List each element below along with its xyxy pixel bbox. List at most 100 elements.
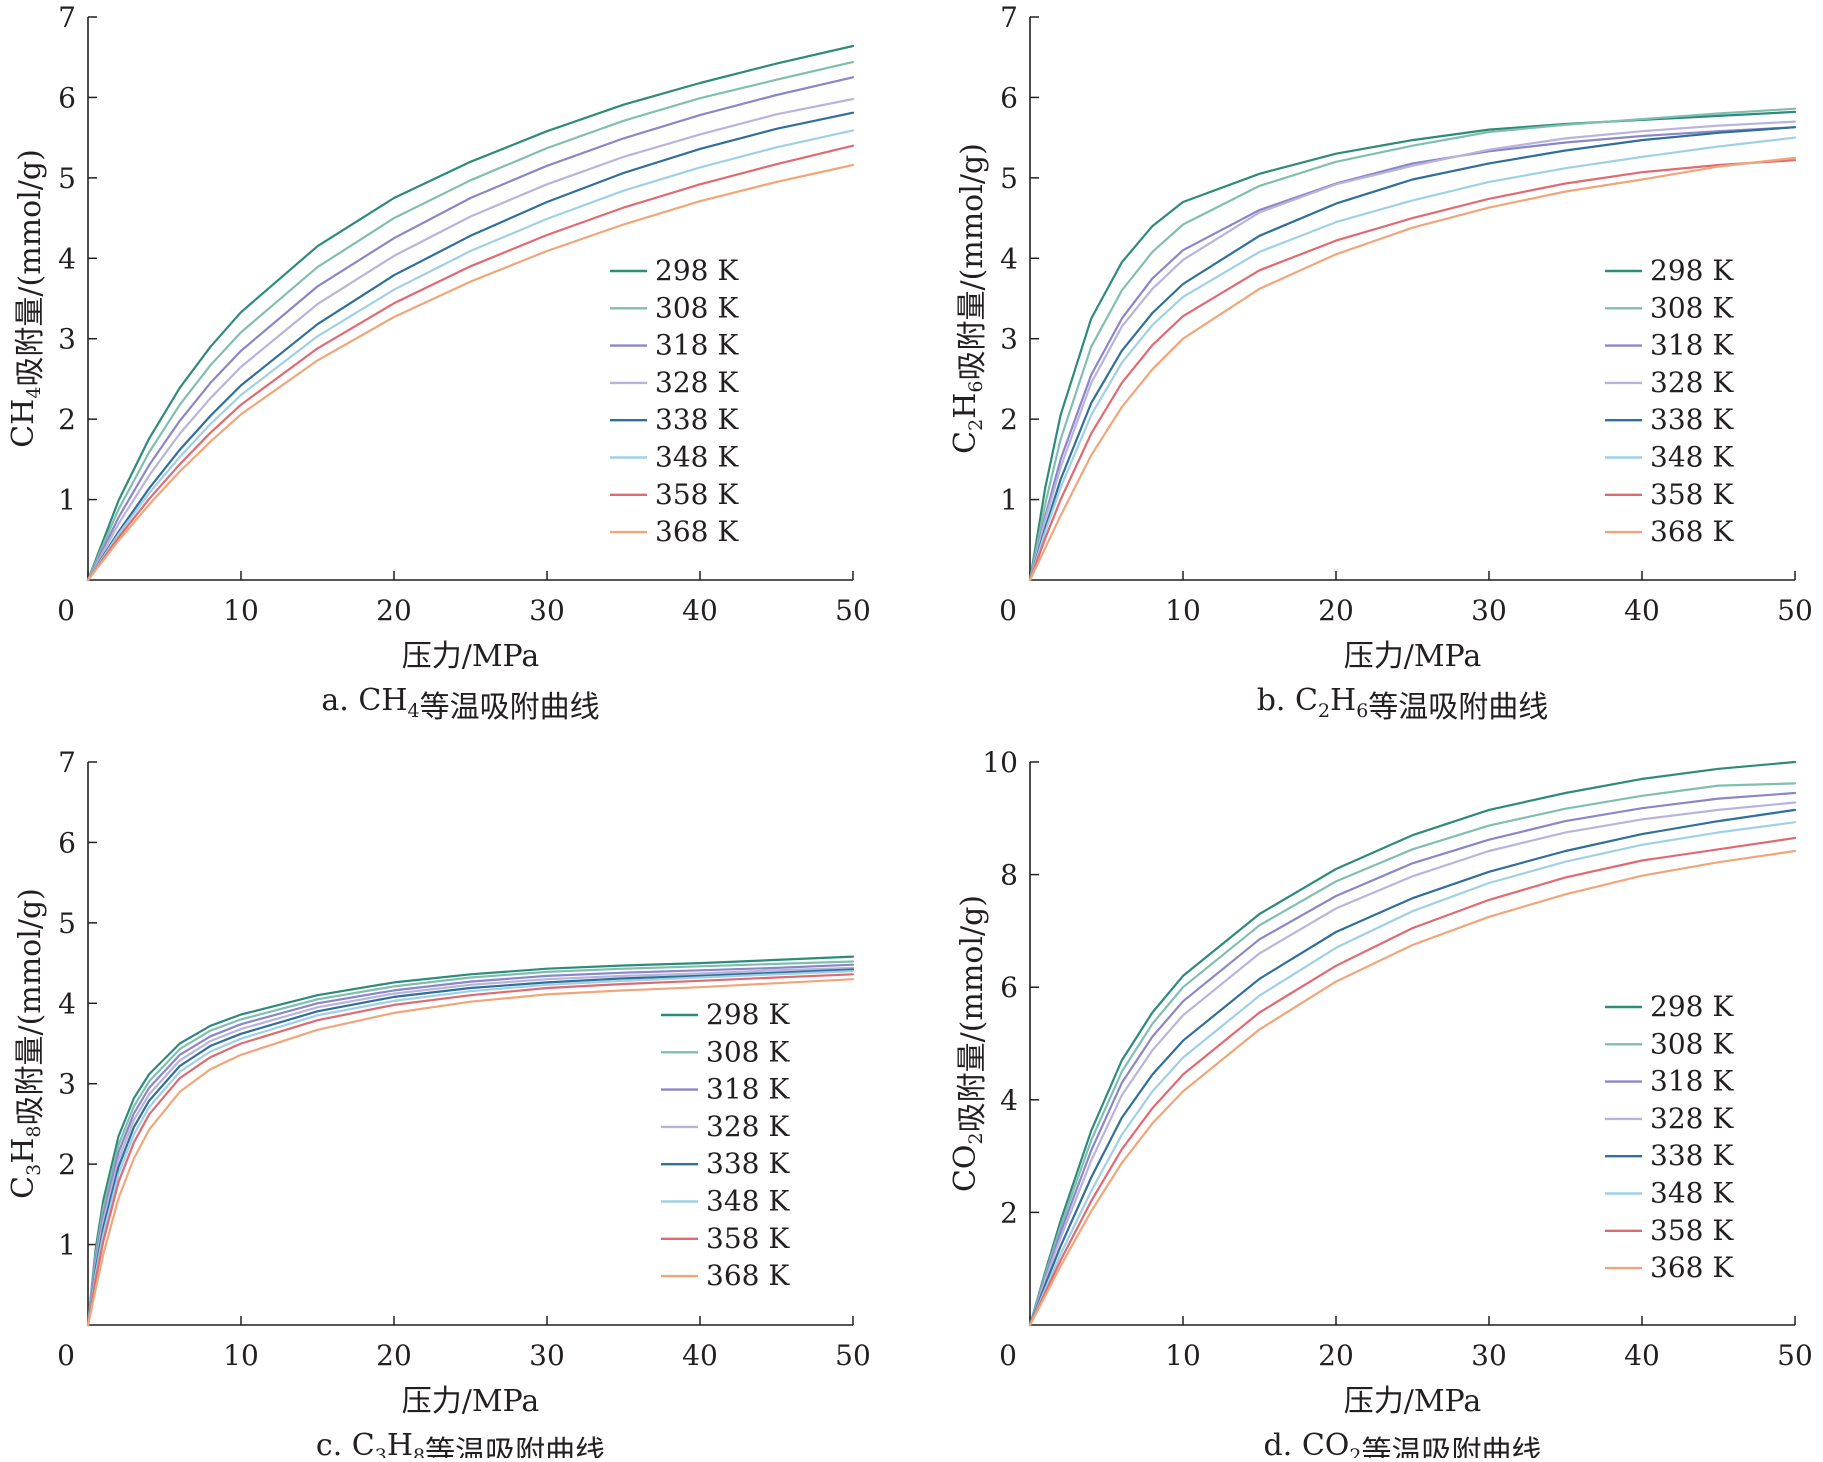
- series-line-338k: [86, 111, 855, 582]
- formula-subscript: 4: [408, 700, 420, 722]
- caption-prefix: c.: [316, 1428, 352, 1458]
- legend-label: 298 K: [1650, 254, 1734, 287]
- panel-caption: b. C2H6等温吸附曲线: [1257, 683, 1549, 725]
- series-line-338k: [1028, 126, 1797, 582]
- series-line-348k: [86, 129, 855, 582]
- y-tick-label: 3: [1000, 323, 1018, 356]
- y-tick-label: 4: [1000, 1084, 1018, 1117]
- formula-subscript: 8: [413, 1445, 425, 1458]
- series-line-358k: [1028, 836, 1797, 1327]
- x-tick-label: 50: [1777, 1339, 1813, 1372]
- legend: 298 K 308 K 318 K 328 K 338 K 348 K 358 K 368 K: [661, 998, 790, 1292]
- legend-label: 348 K: [655, 441, 739, 474]
- legend-label: 338 K: [1650, 1139, 1734, 1172]
- legend-label: 358 K: [1650, 1214, 1734, 1247]
- y-tick-label: 3: [58, 1068, 76, 1101]
- formula-symbol: CH: [358, 683, 407, 718]
- panel-caption: a. CH4等温吸附曲线: [321, 683, 599, 725]
- caption-text: 等温吸附曲线: [1368, 690, 1548, 725]
- x-tick-label: 30: [529, 1339, 565, 1372]
- legend-label: 308 K: [655, 291, 739, 324]
- formula-subscript: 4: [23, 387, 45, 399]
- y-axis-title: CO2吸附量/(mmol/g): [948, 895, 990, 1192]
- legend-label: 298 K: [1650, 990, 1734, 1023]
- x-tick-label: 20: [376, 1339, 412, 1372]
- y-axis-title: C3H8吸附量/(mmol/g): [6, 888, 48, 1199]
- legend-label: 368 K: [1650, 1251, 1734, 1284]
- series-line-328k: [1028, 120, 1797, 582]
- series-line-318k: [86, 963, 855, 1327]
- x-axis-title: 压力/MPa: [402, 1384, 540, 1419]
- x-tick-label: 10: [1165, 1339, 1201, 1372]
- chart-panel-d: 0 10 20 30 40 50 2 4 6 8 10 298 K 308 K 318 K 328 K 338…: [948, 746, 1813, 1462]
- caption-prefix: a.: [321, 683, 358, 718]
- legend-label: 308 K: [1650, 1027, 1734, 1060]
- legend-label: 298 K: [706, 998, 790, 1031]
- series-line-368k: [1028, 156, 1797, 582]
- y-tick-label: 5: [1000, 162, 1018, 195]
- series-line-348k: [1028, 136, 1797, 582]
- legend-label: 338 K: [1650, 403, 1734, 436]
- x-tick-label: 0: [999, 1339, 1017, 1372]
- legend-label: 338 K: [706, 1147, 790, 1180]
- x-tick-label: 20: [1318, 594, 1354, 627]
- legend-label: 328 K: [1650, 1102, 1734, 1135]
- series-line-318k: [1028, 126, 1797, 582]
- y-tick-label: 2: [58, 1148, 76, 1181]
- legend: 298 K 308 K 318 K 328 K 338 K 348 K 358 K 368 K: [1605, 990, 1734, 1284]
- series-line-368k: [86, 978, 855, 1327]
- series-line-308k: [1028, 107, 1797, 582]
- caption-text: 等温吸附曲线: [1361, 1435, 1541, 1458]
- formula-symbol: H: [387, 1428, 413, 1458]
- series-line-318k: [86, 76, 855, 582]
- legend-label: 368 K: [655, 515, 739, 548]
- formula-symbol: CH: [6, 399, 41, 448]
- legend-label: 318 K: [1650, 1065, 1734, 1098]
- series-line-328k: [1028, 801, 1797, 1327]
- x-axis-title: 压力/MPa: [1344, 1384, 1482, 1419]
- series-line-328k: [86, 966, 855, 1327]
- chart-panel-a: 0 10 20 30 40 50 1 2 3 4 5 6 7 298 K 308 K 318 K 328 K 33…: [6, 1, 871, 725]
- formula-subscript: 2: [965, 419, 987, 431]
- y-tick-label: 6: [1000, 81, 1018, 114]
- y-tick-label: 1: [58, 1229, 76, 1262]
- x-tick-label: 40: [1624, 1339, 1660, 1372]
- legend: 298 K 308 K 318 K 328 K 338 K 348 K 358 K 368 K: [1605, 254, 1734, 548]
- x-axis-title: 压力/MPa: [402, 639, 540, 674]
- series-line-308k: [1028, 782, 1797, 1327]
- y-axis-title-text: 吸附量/(mmol/g): [13, 888, 48, 1125]
- x-tick-label: 50: [1777, 594, 1813, 627]
- y-tick-label: 7: [1000, 1, 1018, 34]
- legend-label: 318 K: [706, 1073, 790, 1106]
- chart-panel-b: 0 10 20 30 40 50 1 2 3 4 5 6 7 298 K 308 K 318 K 328 K 33…: [948, 1, 1813, 725]
- x-tick-label: 30: [529, 594, 565, 627]
- legend-label: 328 K: [1650, 366, 1734, 399]
- series-line-298k: [86, 955, 855, 1327]
- legend-label: 308 K: [1650, 291, 1734, 324]
- x-tick-label: 40: [682, 594, 718, 627]
- formula-symbol: C: [6, 1176, 41, 1199]
- y-tick-label: 8: [1000, 859, 1018, 892]
- y-tick-label: 4: [58, 242, 76, 275]
- legend-label: 298 K: [655, 254, 739, 287]
- x-tick-label: 30: [1471, 1339, 1507, 1372]
- caption-prefix: b.: [1257, 683, 1295, 718]
- series-line-298k: [1028, 760, 1797, 1327]
- formula-subscript: 6: [1356, 700, 1368, 722]
- y-tick-label: 5: [58, 162, 76, 195]
- y-tick-label: 5: [58, 907, 76, 940]
- formula-symbol: H: [6, 1138, 41, 1164]
- legend-label: 348 K: [1650, 1177, 1734, 1210]
- legend-label: 308 K: [706, 1035, 790, 1068]
- y-tick-label: 4: [1000, 242, 1018, 275]
- formula-symbol: H: [948, 393, 983, 419]
- x-tick-label: 0: [57, 1339, 75, 1372]
- series-line-308k: [86, 60, 855, 582]
- y-axis-title-text: 吸附量/(mmol/g): [13, 149, 48, 386]
- legend: 298 K 308 K 318 K 328 K 338 K 348 K 358 K 368 K: [610, 254, 739, 548]
- legend-label: 318 K: [655, 329, 739, 362]
- x-tick-label: 40: [1624, 594, 1660, 627]
- x-tick-label: 10: [223, 594, 259, 627]
- legend-label: 318 K: [1650, 329, 1734, 362]
- caption-text: 等温吸附曲线: [420, 690, 600, 725]
